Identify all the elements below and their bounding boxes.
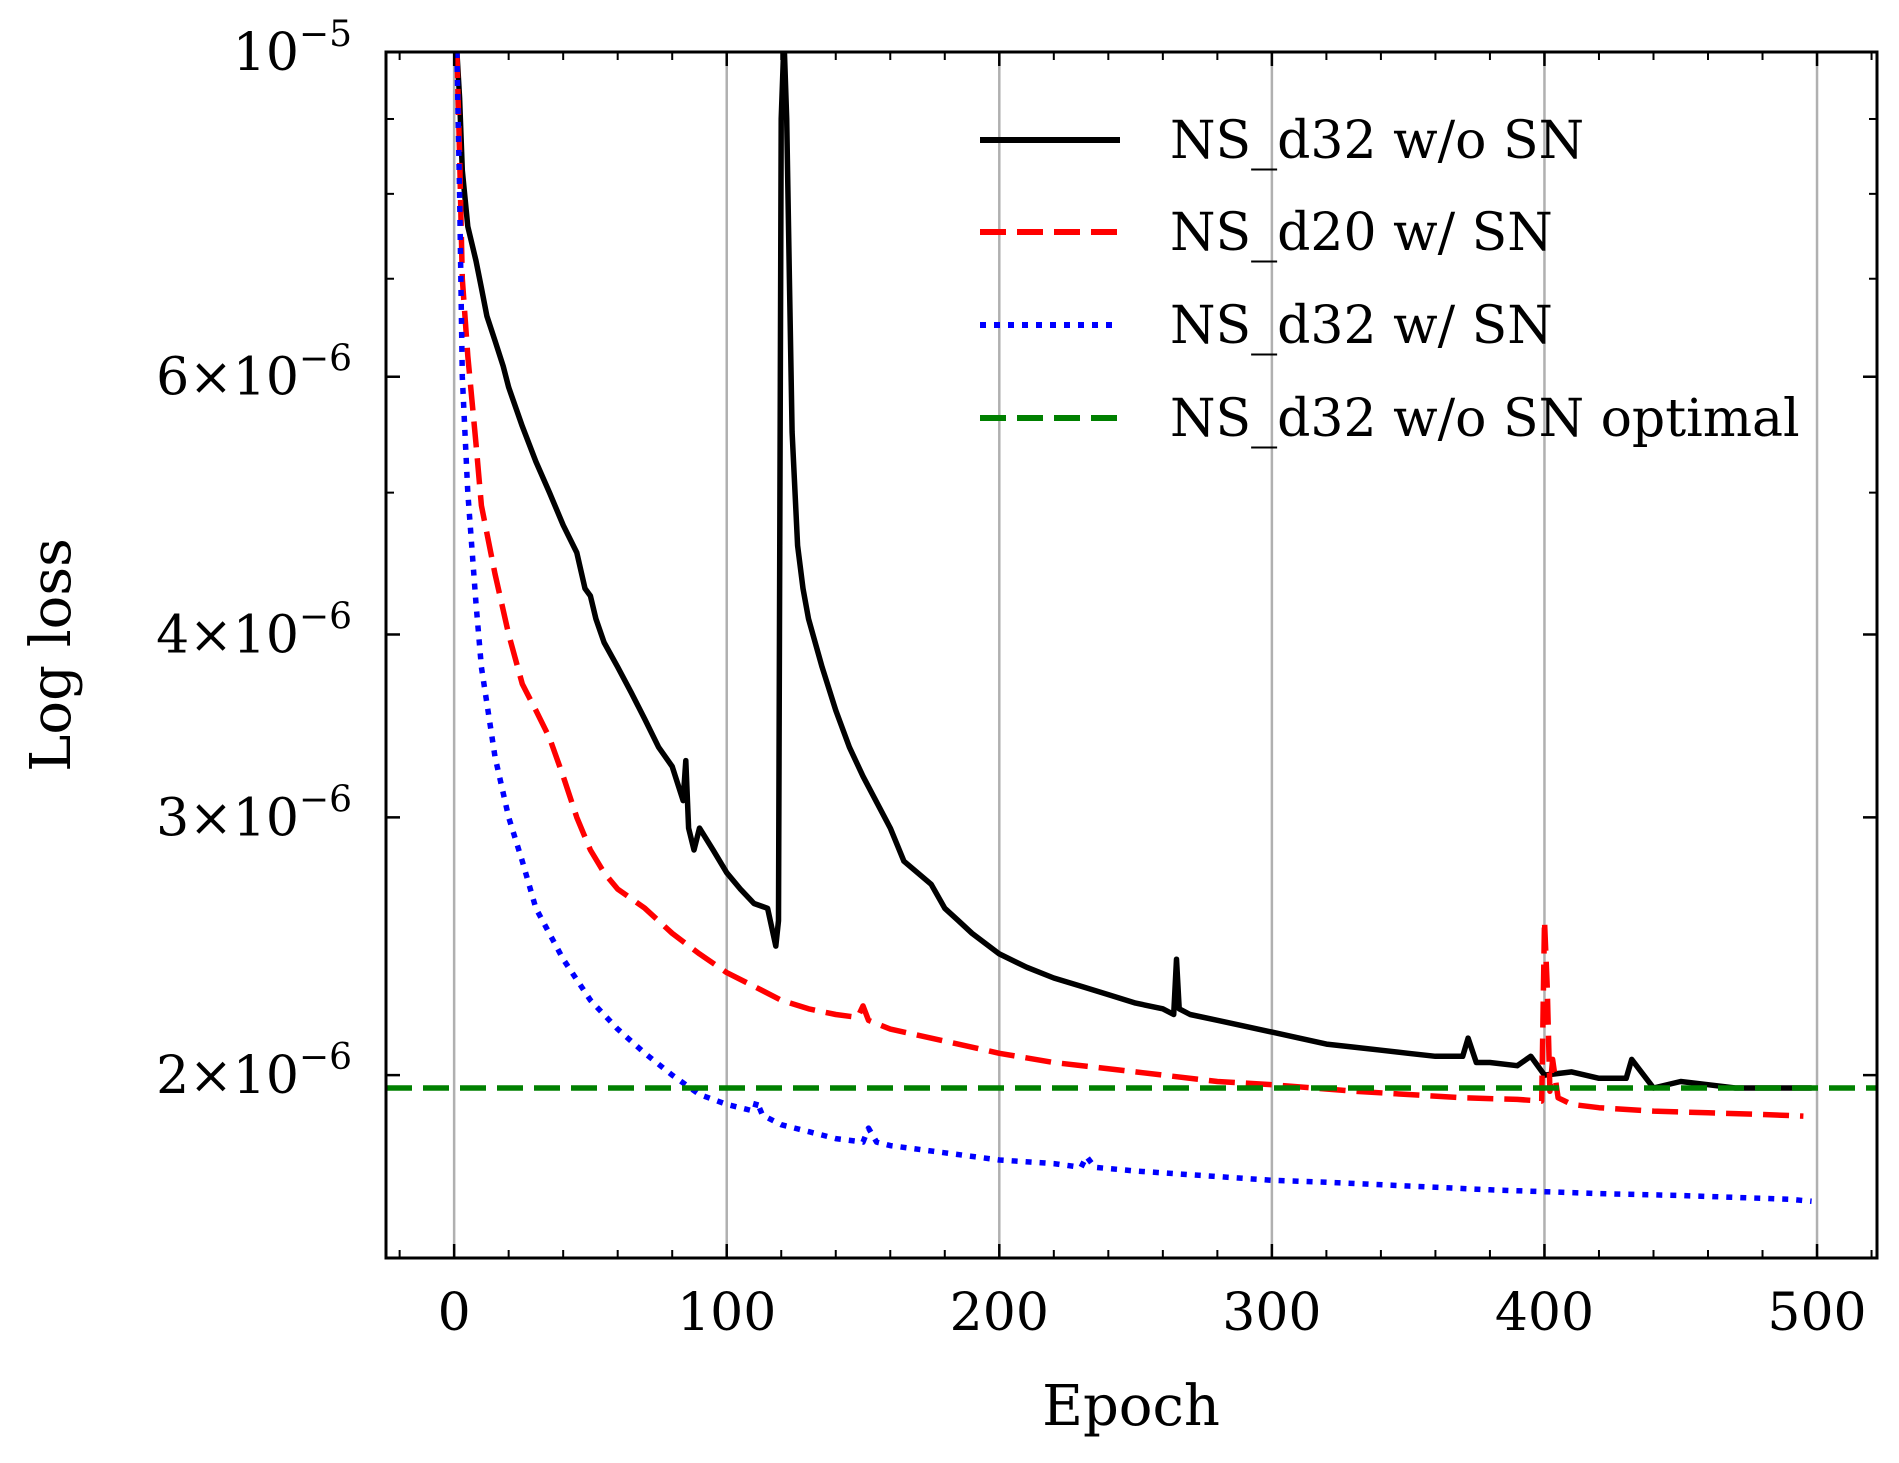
y-tick-label: 4×10−6	[156, 596, 352, 665]
x-tick-label: 200	[950, 1283, 1049, 1343]
legend-label: NS_d32 w/o SN optimal	[1170, 389, 1800, 449]
y-tick-label: 2×10−6	[156, 1037, 352, 1106]
legend-item: NS_d32 w/o SN optimal	[980, 389, 1800, 449]
series-line-3	[454, 52, 1812, 1205]
x-tick-label: 100	[677, 1283, 776, 1343]
x-axis-label: Epoch	[1042, 1374, 1220, 1439]
series-line-1	[454, 52, 1812, 1091]
y-tick-labels: 10−5 6×10−6 4×10−6 3×10−6 2×10−6	[156, 14, 352, 1106]
legend-label: NS_d32 w/ SN	[1170, 296, 1553, 356]
series-line-2	[454, 52, 1804, 1119]
x-tick-label: 400	[1495, 1283, 1594, 1343]
x-tick-label: 500	[1767, 1283, 1866, 1343]
y-tick-label: 10−5	[233, 14, 352, 83]
legend: NS_d32 w/o SN NS_d20 w/ SN NS_d32 w/ SN …	[980, 111, 1800, 449]
plot-frame	[384, 50, 1879, 1260]
x-tick-label: 300	[1222, 1283, 1321, 1343]
y-axis-label: Log loss	[19, 538, 84, 772]
legend-item: NS_d20 w/ SN	[980, 203, 1553, 263]
axis-ticks	[386, 50, 1877, 1258]
x-tick-label: 0	[438, 1283, 471, 1343]
x-tick-labels: 0 100 200 300 400 500	[438, 1283, 1867, 1343]
legend-item: NS_d32 w/o SN	[980, 111, 1584, 171]
legend-label: NS_d20 w/ SN	[1170, 203, 1553, 263]
grid-lines	[452, 52, 1819, 1258]
y-tick-label: 6×10−6	[156, 339, 352, 408]
legend-label: NS_d32 w/o SN	[1170, 111, 1584, 171]
series-lines	[386, 52, 1877, 1205]
legend-item: NS_d32 w/ SN	[980, 296, 1553, 356]
y-tick-label: 3×10−6	[156, 779, 352, 848]
